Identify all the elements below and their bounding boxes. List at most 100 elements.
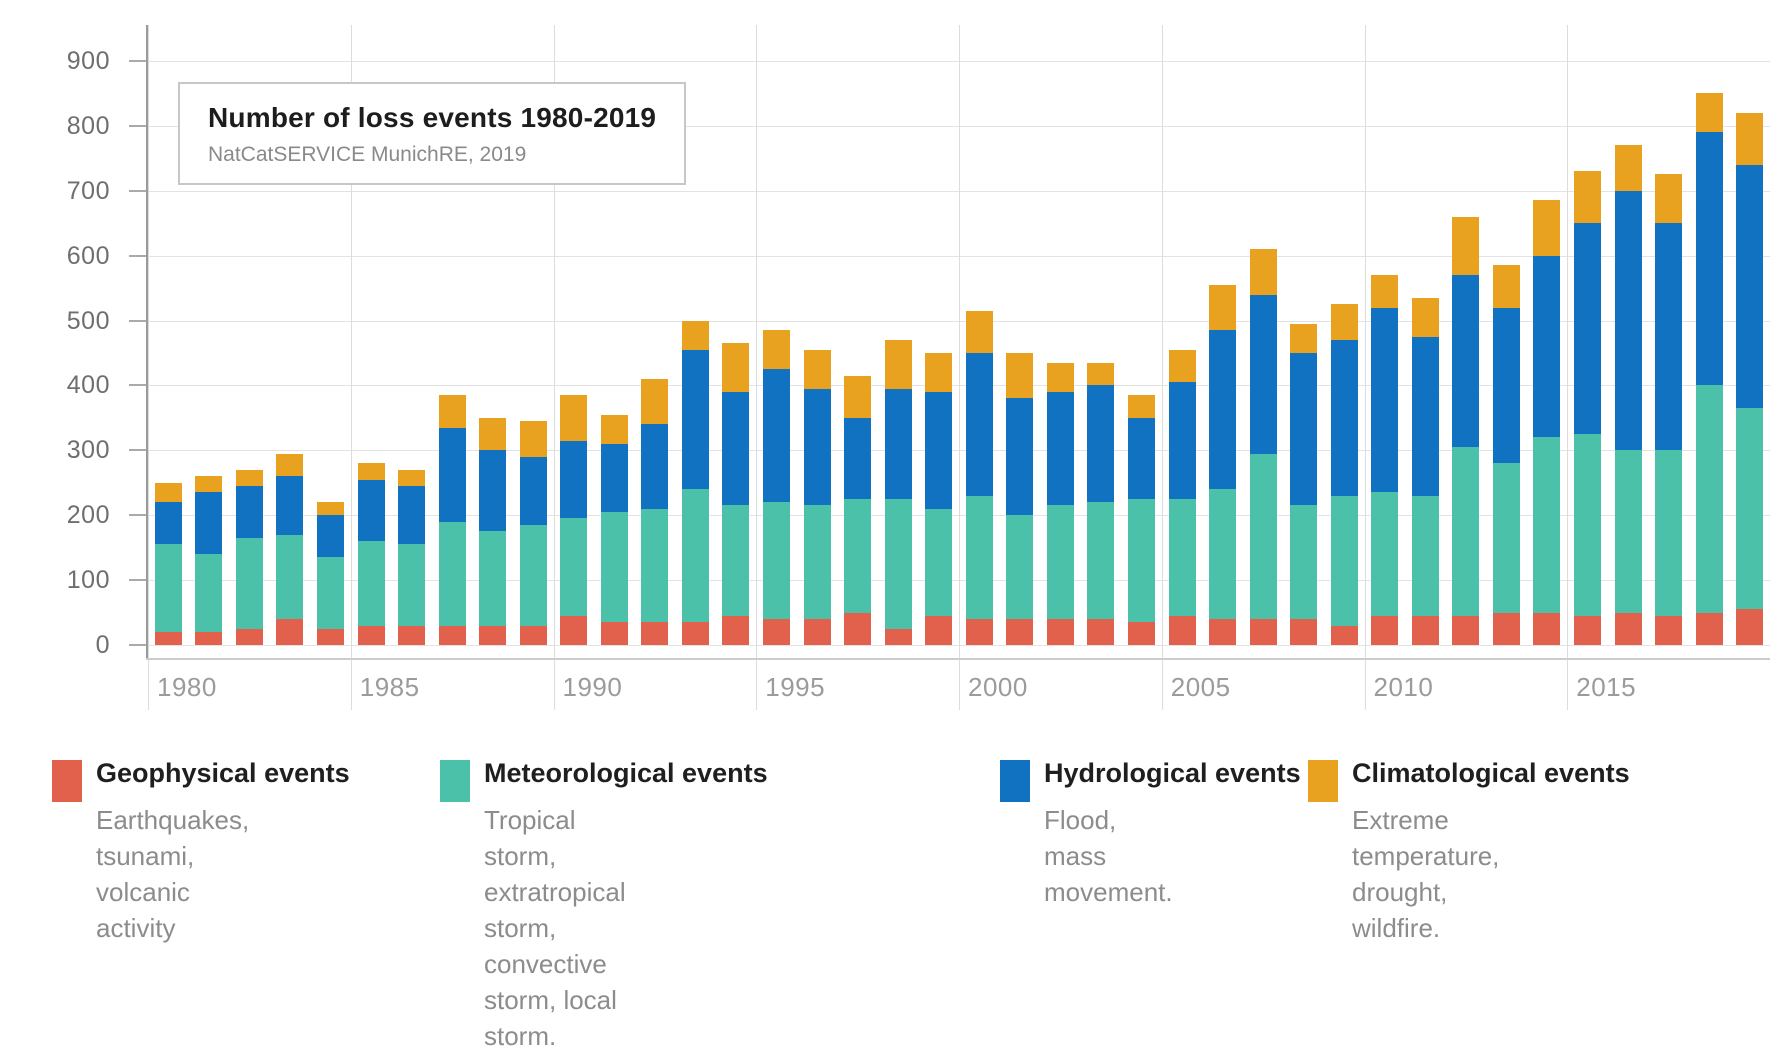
bar-segment-1980-meteorological: [154, 544, 182, 633]
bar-segment-2006-hydrological: [1209, 330, 1237, 490]
bar-segment-1999-meteorological: [925, 508, 953, 616]
bar-segment-1998-hydrological: [884, 388, 912, 499]
bar-segment-2001-climatological: [1006, 352, 1034, 399]
y-tick-100: [129, 579, 148, 582]
bar-segment-1981-geophysical: [195, 632, 223, 645]
bar-segment-2017-geophysical: [1655, 615, 1683, 645]
bar-2015: [1574, 171, 1602, 645]
gridline-v-2010: [1364, 25, 1366, 710]
bar-segment-2018-geophysical: [1695, 612, 1723, 645]
bar-segment-1986-geophysical: [398, 625, 426, 645]
bar-segment-1986-climatological: [398, 469, 426, 486]
bar-segment-2006-geophysical: [1209, 619, 1237, 645]
bar-segment-1996-meteorological: [803, 505, 831, 620]
bar-2005: [1168, 349, 1196, 645]
bar-segment-2007-meteorological: [1249, 453, 1277, 620]
bar-segment-2008-meteorological: [1290, 505, 1318, 620]
chart-title: Number of loss events 1980-2019: [208, 102, 657, 133]
bar-segment-2003-meteorological: [1087, 502, 1115, 620]
bar-segment-2019-climatological: [1736, 112, 1764, 165]
bar-2006: [1209, 284, 1237, 645]
bar-segment-1980-geophysical: [154, 632, 182, 645]
gridline-v-1980: [148, 25, 149, 710]
bar-segment-2009-hydrological: [1330, 339, 1358, 496]
bar-segment-2017-hydrological: [1655, 223, 1683, 451]
bar-segment-1987-meteorological: [438, 521, 466, 626]
bar-segment-2002-climatological: [1046, 362, 1074, 392]
bar-segment-2002-hydrological: [1046, 391, 1074, 506]
bar-segment-2018-meteorological: [1695, 385, 1723, 613]
hydrological-swatch-icon: [1000, 760, 1030, 802]
bar-segment-1982-meteorological: [235, 537, 263, 629]
bar-segment-2012-meteorological: [1452, 447, 1480, 616]
bar-segment-1995-climatological: [763, 330, 791, 370]
bar-2001: [1006, 352, 1034, 645]
bar-segment-2009-climatological: [1330, 304, 1358, 340]
bar-segment-1981-meteorological: [195, 554, 223, 633]
bar-segment-2015-climatological: [1574, 171, 1602, 224]
y-axis-label: 200: [66, 501, 110, 530]
bar-segment-1985-meteorological: [357, 541, 385, 626]
y-axis-label: 700: [66, 176, 110, 205]
bar-1991: [600, 414, 628, 645]
y-tick-0: [129, 644, 148, 646]
bar-segment-1988-hydrological: [479, 450, 507, 532]
bar-segment-1987-climatological: [438, 395, 466, 428]
bar-segment-2006-meteorological: [1209, 489, 1237, 620]
bar-segment-1992-meteorological: [641, 508, 669, 623]
bar-1999: [925, 352, 953, 645]
bar-segment-2013-geophysical: [1492, 612, 1520, 645]
bar-segment-2011-climatological: [1411, 297, 1439, 337]
y-tick-500: [129, 319, 148, 322]
bar-segment-2012-hydrological: [1452, 275, 1480, 448]
x-axis-label: 1995: [765, 672, 826, 702]
bar-segment-1994-climatological: [722, 343, 750, 392]
bar-segment-1988-climatological: [479, 417, 507, 451]
bar-segment-2000-climatological: [965, 310, 993, 353]
chart-source: NatCatSERVICE MunichRE, 2019: [208, 143, 527, 166]
bar-segment-1991-hydrological: [600, 443, 628, 512]
bar-1980: [154, 482, 182, 645]
bar-segment-2000-hydrological: [965, 352, 993, 496]
bar-segment-1983-hydrological: [276, 476, 304, 535]
bar-segment-2003-hydrological: [1087, 385, 1115, 503]
bar-segment-1980-hydrological: [154, 502, 182, 545]
bar-segment-1982-climatological: [235, 469, 263, 486]
bar-segment-1982-hydrological: [235, 486, 263, 538]
bar-2010: [1371, 275, 1399, 645]
x-axis-label: 1980: [157, 672, 217, 702]
bar-segment-2010-hydrological: [1371, 307, 1399, 493]
bar-segment-1984-geophysical: [316, 628, 344, 645]
bar-segment-2016-climatological: [1614, 145, 1642, 191]
bar-1998: [884, 339, 912, 645]
bar-segment-1989-climatological: [519, 421, 547, 457]
bar-1996: [803, 349, 831, 645]
y-axis-label: 400: [66, 371, 110, 400]
bar-segment-2014-meteorological: [1533, 437, 1561, 613]
bar-segment-1991-meteorological: [600, 511, 628, 623]
bar-segment-1997-climatological: [844, 375, 872, 418]
x-axis-label: 2000: [968, 672, 1028, 702]
gridline-v-1990: [553, 25, 555, 710]
bar-segment-2015-hydrological: [1574, 223, 1602, 435]
bar-2008: [1290, 323, 1318, 645]
bar-segment-2012-climatological: [1452, 216, 1480, 276]
bar-2004: [1127, 395, 1155, 645]
bar-segment-2008-hydrological: [1290, 352, 1318, 506]
bar-2003: [1087, 362, 1115, 645]
climatological-swatch-icon: [1308, 760, 1338, 802]
bar-segment-1997-meteorological: [844, 498, 872, 613]
bar-1986: [398, 469, 426, 645]
bar-segment-1986-meteorological: [398, 544, 426, 626]
y-axis-label: 500: [66, 306, 110, 335]
bar-segment-2010-geophysical: [1371, 615, 1399, 645]
bar-segment-2004-hydrological: [1127, 417, 1155, 499]
bar-segment-1990-climatological: [560, 395, 588, 441]
bar-segment-1995-geophysical: [763, 619, 791, 645]
bar-segment-1992-climatological: [641, 378, 669, 425]
bar-segment-2010-meteorological: [1371, 492, 1399, 616]
bar-1990: [560, 395, 588, 645]
x-axis-label: 2015: [1576, 672, 1637, 702]
bar-segment-1996-geophysical: [803, 619, 831, 645]
bar-segment-1987-geophysical: [438, 625, 466, 645]
